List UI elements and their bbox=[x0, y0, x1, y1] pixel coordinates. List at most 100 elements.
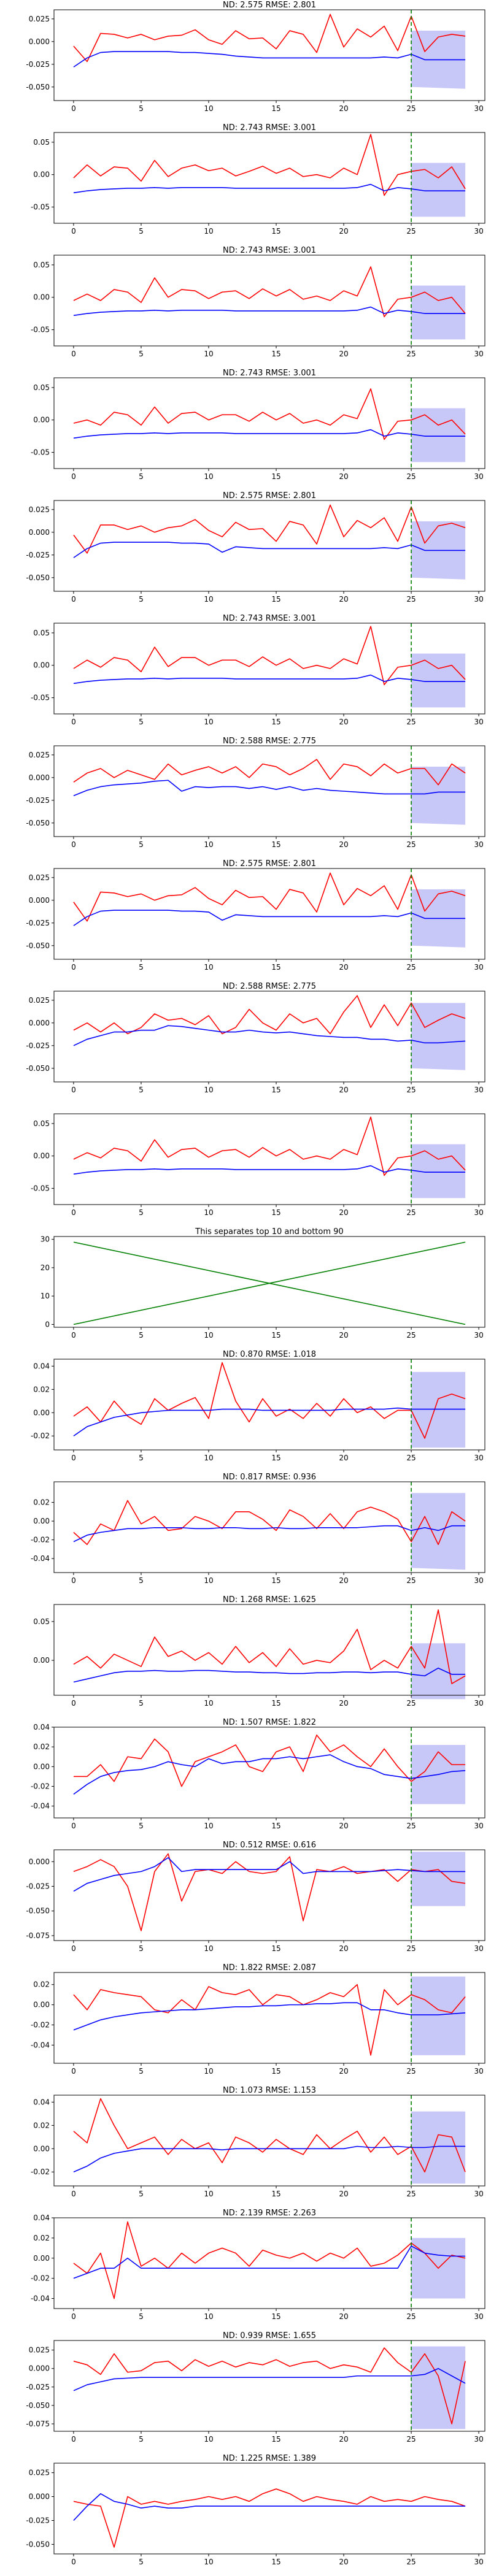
x-tick-label: 0 bbox=[71, 1822, 76, 1830]
series-line-2 bbox=[73, 1667, 466, 1683]
y-tick-label: 30 bbox=[41, 1235, 50, 1244]
axes-frame bbox=[53, 1727, 485, 1819]
subplot-title: ND: 2.743 RMSE: 3.001 bbox=[223, 123, 316, 132]
y-tick-label: 0.025 bbox=[29, 873, 50, 882]
subplot-title: This separates top 10 and bottom 90 bbox=[195, 1227, 343, 1236]
x-tick-label: 0 bbox=[71, 472, 76, 481]
x-tick-label: 5 bbox=[139, 1576, 144, 1585]
series-line-1 bbox=[73, 2098, 466, 2173]
x-tick-label: 5 bbox=[139, 350, 144, 358]
x-tick-label: 5 bbox=[139, 2435, 144, 2444]
y-tick-label: -0.025 bbox=[26, 2516, 50, 2524]
subplot-title: ND: 2.588 RMSE: 2.775 bbox=[223, 982, 316, 991]
y-tick-label: -0.025 bbox=[26, 551, 50, 559]
y-tick-label: -0.025 bbox=[26, 2383, 50, 2391]
x-tick-label: 15 bbox=[271, 1699, 280, 1708]
x-tick-label: 10 bbox=[204, 2558, 213, 2566]
series-line-2 bbox=[73, 306, 466, 316]
y-tick-label: 0.04 bbox=[33, 2098, 50, 2106]
subplot-title: ND: 0.817 RMSE: 0.936 bbox=[223, 1473, 316, 1482]
confidence-band bbox=[411, 2111, 466, 2184]
y-tick-label: 0.04 bbox=[33, 1723, 50, 1731]
x-tick-label: 10 bbox=[204, 2312, 213, 2321]
y-tick-label: -0.05 bbox=[31, 1184, 50, 1193]
subplot-8: ND: 2.575 RMSE: 2.801 0 5 10 15 20 25 30 -0.050 -… bbox=[26, 859, 485, 972]
x-tick-label: 30 bbox=[474, 1331, 483, 1340]
x-tick-label: 25 bbox=[406, 1208, 416, 1217]
subplot-10: 0 5 10 15 20 25 30 -0.05 0.00 0.05 bbox=[31, 1113, 485, 1217]
x-tick-label: 30 bbox=[474, 350, 483, 358]
x-tick-label: 15 bbox=[271, 2190, 280, 2198]
series-line-2 bbox=[73, 910, 466, 926]
series-line-2 bbox=[73, 674, 466, 684]
confidence-band bbox=[411, 1493, 466, 1570]
x-tick-label: 20 bbox=[339, 1576, 348, 1585]
x-tick-label: 20 bbox=[339, 1331, 348, 1340]
x-tick-label: 0 bbox=[71, 963, 76, 972]
y-tick-label: 10 bbox=[41, 1292, 50, 1300]
subplot-title: ND: 2.575 RMSE: 2.801 bbox=[223, 1, 316, 10]
x-tick-label: 25 bbox=[406, 2312, 416, 2321]
x-tick-label: 5 bbox=[139, 227, 144, 236]
confidence-band bbox=[411, 1003, 466, 1070]
subplot-4: ND: 2.743 RMSE: 3.001 0 5 10 15 20 25 30 -0.05 0.… bbox=[31, 369, 485, 481]
x-tick-label: 0 bbox=[71, 840, 76, 849]
x-tick-label: 5 bbox=[139, 472, 144, 481]
confidence-band bbox=[411, 767, 466, 825]
y-tick-label: 0.00 bbox=[33, 416, 50, 424]
x-tick-label: 10 bbox=[204, 718, 213, 726]
x-tick-label: 10 bbox=[204, 1454, 213, 1462]
x-tick-label: 30 bbox=[474, 2558, 483, 2566]
x-tick-label: 30 bbox=[474, 2312, 483, 2321]
y-tick-label: -0.04 bbox=[31, 2041, 50, 2049]
y-tick-label: 0.00 bbox=[33, 1762, 50, 1771]
series-line-2 bbox=[73, 1165, 466, 1175]
x-tick-label: 5 bbox=[139, 2312, 144, 2321]
x-tick-label: 20 bbox=[339, 350, 348, 358]
series-line-2 bbox=[73, 2002, 466, 2031]
axes-frame bbox=[53, 377, 485, 469]
x-tick-label: 30 bbox=[474, 1208, 483, 1217]
x-tick-label: 5 bbox=[139, 1822, 144, 1830]
x-tick-label: 0 bbox=[71, 1699, 76, 1708]
x-tick-label: 25 bbox=[406, 963, 416, 972]
series-line-2 bbox=[73, 183, 466, 194]
y-tick-label: 0.000 bbox=[29, 2364, 50, 2373]
x-tick-label: 15 bbox=[271, 1576, 280, 1585]
x-tick-label: 30 bbox=[474, 1576, 483, 1585]
y-tick-label: -0.02 bbox=[31, 2274, 50, 2283]
series-line-1 bbox=[73, 1116, 466, 1176]
subplot-title: ND: 1.507 RMSE: 1.822 bbox=[223, 1718, 316, 1727]
x-tick-label: 25 bbox=[406, 840, 416, 849]
x-tick-label: 10 bbox=[204, 1822, 213, 1830]
x-tick-label: 15 bbox=[271, 1208, 280, 1217]
axes-frame bbox=[53, 132, 485, 224]
y-tick-label: -0.050 bbox=[26, 1064, 50, 1073]
x-tick-label: 30 bbox=[474, 227, 483, 236]
series-line-1 bbox=[73, 1984, 466, 2056]
x-tick-label: 10 bbox=[204, 1086, 213, 1094]
x-tick-label: 5 bbox=[139, 104, 144, 113]
series-line-2 bbox=[73, 1025, 466, 1046]
y-tick-label: 20 bbox=[41, 1263, 50, 1272]
x-tick-label: 10 bbox=[204, 1208, 213, 1217]
y-tick-label: -0.05 bbox=[31, 448, 50, 457]
y-tick-label: 0.04 bbox=[33, 2214, 50, 2222]
confidence-band bbox=[411, 1852, 466, 1906]
x-tick-label: 0 bbox=[71, 2190, 76, 2198]
y-tick-label: 0 bbox=[45, 1320, 50, 1328]
subplot-title: ND: 2.743 RMSE: 3.001 bbox=[223, 614, 316, 623]
subplot-19: ND: 2.139 RMSE: 2.263 0 5 10 15 20 25 30 -0.04 -0… bbox=[31, 2209, 485, 2321]
confidence-band bbox=[411, 1144, 466, 1198]
y-tick-label: -0.04 bbox=[31, 1554, 50, 1563]
x-tick-label: 25 bbox=[406, 595, 416, 604]
subplot-18: ND: 1.073 RMSE: 1.153 0 5 10 15 20 25 30 -0.02 0.… bbox=[31, 2086, 485, 2198]
x-tick-label: 10 bbox=[204, 350, 213, 358]
x-tick-label: 30 bbox=[474, 1086, 483, 1094]
x-tick-label: 15 bbox=[271, 1822, 280, 1830]
x-tick-label: 25 bbox=[406, 1576, 416, 1585]
x-tick-label: 0 bbox=[71, 2067, 76, 2076]
axes-frame bbox=[53, 2340, 485, 2432]
y-tick-label: -0.04 bbox=[31, 1802, 50, 1811]
series-line-2 bbox=[73, 2367, 466, 2391]
